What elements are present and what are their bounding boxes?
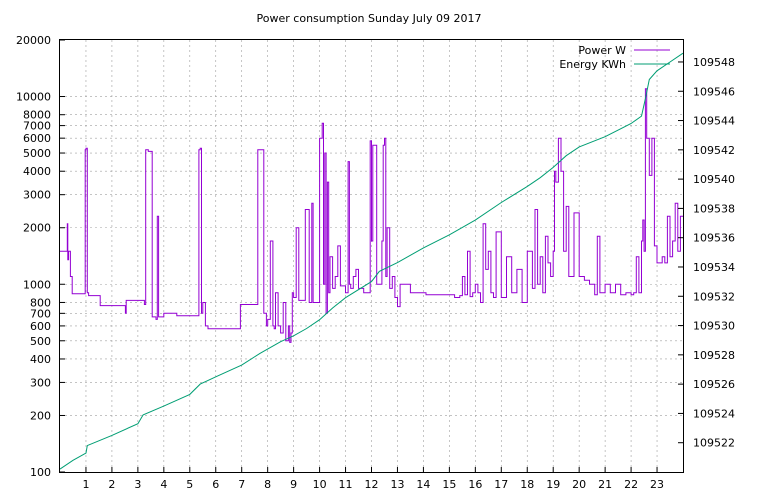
x-tick-label: 6: [212, 478, 219, 491]
chart-title: Power consumption Sunday July 09 2017: [257, 12, 482, 25]
y-right-tick-label: 109522: [693, 437, 735, 450]
y-left-tick-label: 800: [30, 296, 51, 309]
y-left-tick-label: 700: [30, 307, 51, 320]
y-right-tick-label: 109528: [693, 349, 735, 362]
y-left-tick-label: 6000: [23, 132, 51, 145]
x-tick-label: 10: [313, 478, 327, 491]
y-right-tick-label: 109544: [693, 115, 735, 128]
x-tick-label: 5: [186, 478, 193, 491]
x-tick-label: 7: [238, 478, 245, 491]
y-right-tick-label: 109542: [693, 144, 735, 157]
y-right-tick-label: 109548: [693, 56, 735, 69]
y-left-tick-label: 400: [30, 353, 51, 366]
y-left-tick-label: 7000: [23, 120, 51, 133]
y-left-tick-label: 8000: [23, 109, 51, 122]
y-left-tick-label: 100: [30, 466, 51, 479]
y-left-tick-label: 300: [30, 376, 51, 389]
y-left-tick-label: 4000: [23, 165, 51, 178]
y-left-tick-label: 2000: [23, 222, 51, 235]
x-tick-label: 12: [365, 478, 379, 491]
plot-border: [59, 39, 684, 473]
y-left-tick-label: 10000: [16, 91, 51, 104]
x-tick-label: 14: [416, 478, 430, 491]
y-left-tick-label: 1000: [23, 278, 51, 291]
y-right-tick-label: 109538: [693, 202, 735, 215]
legend-label-power: Power W: [578, 44, 626, 57]
x-tick-label: 1: [82, 478, 89, 491]
x-tick-label: 2: [108, 478, 115, 491]
y-right-tick-label: 109534: [693, 261, 735, 274]
x-tick-label: 20: [572, 478, 586, 491]
x-tick-label: 3: [134, 478, 141, 491]
y-left-tick-label: 5000: [23, 147, 51, 160]
x-tick-label: 18: [520, 478, 534, 491]
x-tick-label: 13: [390, 478, 404, 491]
x-tick-label: 21: [598, 478, 612, 491]
series-energy-line: [59, 52, 684, 470]
x-tick-label: 4: [160, 478, 167, 491]
y-left-tick-label: 3000: [23, 189, 51, 202]
legend: Power W Energy KWh: [559, 44, 670, 71]
x-tick-label: 23: [650, 478, 664, 491]
y-left-tick-label: 200: [30, 409, 51, 422]
x-tick-label: 17: [494, 478, 508, 491]
y-right-tick-label: 109524: [693, 407, 735, 420]
y-left-tick-label: 20000: [16, 34, 51, 47]
x-tick-label: 19: [546, 478, 560, 491]
y-right-tick-label: 109536: [693, 232, 735, 245]
series-layer: [59, 52, 684, 470]
y-left-tick-label: 500: [30, 335, 51, 348]
y-right-tick-label: 109530: [693, 320, 735, 333]
grid: [60, 40, 683, 472]
ticks: 1 2 3 4 5 6 7 8 9 10 11 12 13 14 15 16 17 18 19 20 21 22 23100…: [16, 34, 735, 491]
x-tick-label: 22: [624, 478, 638, 491]
x-tick-label: 15: [442, 478, 456, 491]
legend-label-energy: Energy KWh: [559, 58, 626, 71]
y-left-tick-label: 600: [30, 320, 51, 333]
x-tick-label: 9: [290, 478, 297, 491]
y-right-tick-label: 109532: [693, 290, 735, 303]
y-right-tick-label: 109526: [693, 378, 735, 391]
x-tick-label: 8: [264, 478, 271, 491]
y-right-tick-label: 109540: [693, 173, 735, 186]
series-power-line: [60, 88, 683, 343]
y-right-tick-label: 109546: [693, 85, 735, 98]
x-tick-label: 16: [468, 478, 482, 491]
x-tick-label: 11: [339, 478, 353, 491]
